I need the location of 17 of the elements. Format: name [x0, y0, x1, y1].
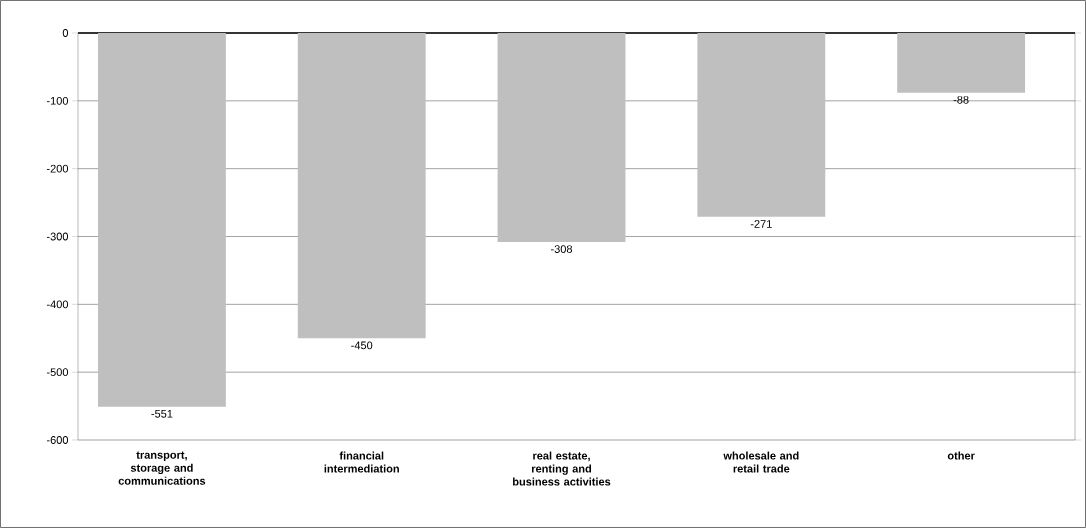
x-tick-label: financial intermediation [324, 451, 399, 473]
y-tick-label: 0 [62, 29, 69, 37]
x-tick-label: transport, storage and communications [118, 451, 206, 485]
x-tick-label: other [947, 451, 975, 460]
data-label: -271 [750, 220, 772, 228]
y-tick-label: -100 [46, 96, 69, 105]
y-tick-label: -200 [46, 164, 69, 173]
x-tick-label: real estate, renting and business activities [513, 451, 611, 486]
x-tick-label: wholesale and retail trade [723, 451, 799, 473]
y-tick-label: -600 [46, 436, 69, 444]
y-tick-label: -300 [46, 232, 69, 241]
data-label: -450 [351, 341, 373, 350]
data-label: -308 [551, 245, 573, 253]
data-label: -88 [953, 95, 969, 104]
y-tick-label: -400 [46, 300, 69, 309]
y-tick-label: -500 [46, 368, 69, 377]
data-label: -551 [151, 409, 173, 418]
